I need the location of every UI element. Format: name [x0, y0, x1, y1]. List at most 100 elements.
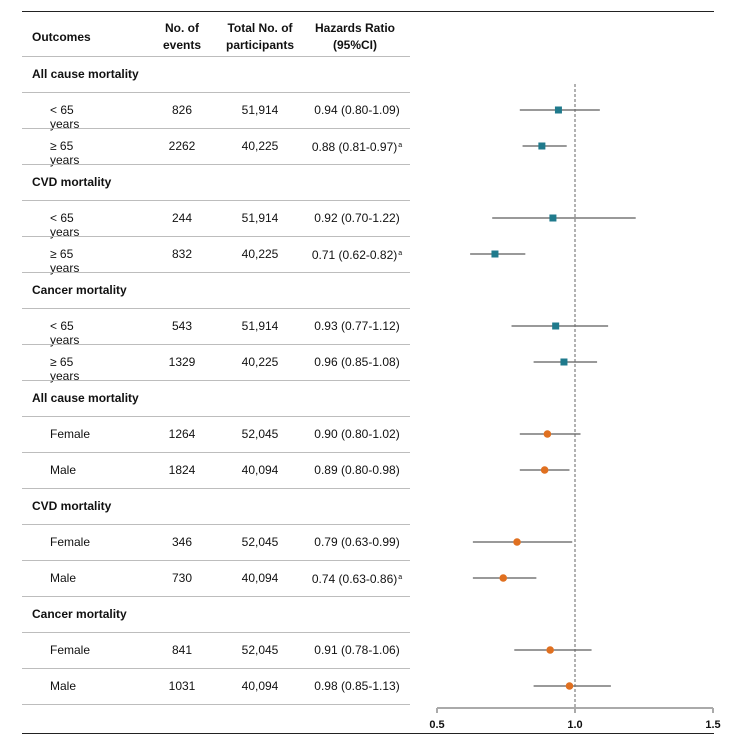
- hazard-ratio-text: 0.88 (0.81-0.97): [311, 140, 398, 154]
- hazard-ratio-cell: 0.74 (0.63-0.86)a: [298, 571, 416, 586]
- events-cell: 346: [171, 535, 193, 549]
- hazard-ratio-cell: 0.93 (0.77-1.12): [298, 319, 416, 333]
- estimate-dot: [513, 538, 521, 546]
- hazard-ratio-cell: 0.71 (0.62-0.82)a: [298, 247, 416, 262]
- participants-cell: 51,914: [241, 319, 279, 333]
- participants-cell: 52,045: [241, 427, 279, 441]
- row-divider: [22, 452, 410, 453]
- header-events-line1: No. of: [165, 21, 199, 35]
- participants-cell: 40,225: [241, 247, 279, 261]
- row-divider: [22, 668, 410, 669]
- hazard-ratio-cell: 0.90 (0.80-1.02): [298, 427, 416, 441]
- estimate-dot: [565, 682, 574, 690]
- estimate-square: [549, 214, 557, 222]
- row-label: < 65 years: [50, 319, 80, 347]
- header-hazard-ratio: Hazards Ratio (95%CI): [305, 20, 405, 54]
- row-divider: [22, 56, 410, 57]
- hazard-ratio-text: 0.91 (0.78-1.06): [314, 643, 400, 657]
- header-participants-line1: Total No. of: [227, 21, 293, 35]
- row-label: Female: [50, 427, 91, 441]
- row-label: ≥ 65 years: [50, 355, 80, 383]
- estimate-square: [552, 322, 560, 330]
- x-tick-label: 0.5: [429, 719, 444, 731]
- row-divider: [22, 560, 410, 561]
- group-label: CVD mortality: [32, 175, 112, 189]
- row-label: ≥ 65 years: [50, 247, 80, 275]
- header-participants-line2: participants: [225, 38, 294, 52]
- bottom-rule: [22, 733, 714, 734]
- row-label: < 65 years: [50, 211, 80, 239]
- header-hr-line2: (95%CI): [332, 38, 377, 52]
- header-participants: Total No. of participants: [222, 20, 298, 54]
- group-label: Cancer mortality: [32, 283, 127, 297]
- hazard-ratio-text: 0.89 (0.80-0.98): [314, 463, 400, 477]
- row-divider: [22, 272, 410, 273]
- header-events-line2: events: [162, 38, 202, 52]
- hazard-ratio-text: 0.92 (0.70-1.22): [314, 211, 400, 225]
- estimate-square: [554, 106, 562, 114]
- participants-cell: 40,094: [241, 463, 279, 477]
- row-label: < 65 years: [50, 103, 80, 131]
- events-cell: 826: [171, 103, 193, 117]
- hazard-ratio-text: 0.93 (0.77-1.12): [314, 319, 400, 333]
- estimate-square: [560, 358, 568, 366]
- row-divider: [22, 380, 410, 381]
- row-divider: [22, 488, 410, 489]
- estimate-square: [538, 142, 546, 150]
- participants-cell: 52,045: [241, 643, 279, 657]
- events-cell: 730: [171, 571, 193, 585]
- group-label: All cause mortality: [32, 67, 139, 81]
- estimate-square: [491, 250, 499, 258]
- row-divider: [22, 596, 410, 597]
- row-label: Male: [50, 571, 77, 585]
- events-cell: 244: [171, 211, 193, 225]
- estimate-dot: [546, 646, 554, 654]
- participants-cell: 52,045: [241, 535, 279, 549]
- row-label: Male: [50, 463, 77, 477]
- hazard-ratio-cell: 0.92 (0.70-1.22): [298, 211, 416, 225]
- hazard-ratio-cell: 0.91 (0.78-1.06): [298, 643, 416, 657]
- group-label: All cause mortality: [32, 391, 139, 405]
- events-cell: 1264: [168, 427, 196, 441]
- row-divider: [22, 128, 410, 129]
- row-divider: [22, 704, 410, 705]
- hazard-ratio-text: 0.90 (0.80-1.02): [314, 427, 400, 441]
- row-label: ≥ 65 years: [50, 139, 80, 167]
- row-divider: [22, 308, 410, 309]
- row-divider: [22, 200, 410, 201]
- row-divider: [22, 632, 410, 633]
- hazard-ratio-text: 0.96 (0.85-1.08): [314, 355, 400, 369]
- events-cell: 1824: [168, 463, 196, 477]
- hazard-ratio-cell: 0.89 (0.80-0.98): [298, 463, 416, 477]
- hazard-ratio-text: 0.98 (0.85-1.13): [314, 679, 400, 693]
- events-cell: 1031: [168, 679, 196, 693]
- group-label: CVD mortality: [32, 499, 112, 513]
- events-cell: 543: [171, 319, 193, 333]
- hazard-ratio-cell: 0.79 (0.63-0.99): [298, 535, 416, 549]
- x-tick-label: 1.5: [705, 719, 720, 731]
- header-outcomes: Outcomes: [32, 30, 91, 44]
- row-divider: [22, 524, 410, 525]
- footnote-marker: a: [398, 574, 403, 581]
- participants-cell: 40,094: [241, 571, 279, 585]
- row-divider: [22, 236, 410, 237]
- participants-cell: 51,914: [241, 211, 279, 225]
- hazard-ratio-text: 0.79 (0.63-0.99): [314, 535, 400, 549]
- row-label: Male: [50, 679, 77, 693]
- participants-cell: 40,225: [241, 139, 279, 153]
- estimate-dot: [540, 466, 549, 474]
- hazard-ratio-cell: 0.98 (0.85-1.13): [298, 679, 416, 693]
- estimate-dot: [543, 430, 552, 438]
- footnote-marker: a: [398, 250, 403, 257]
- row-divider: [22, 344, 410, 345]
- hazard-ratio-text: 0.71 (0.62-0.82): [311, 248, 398, 262]
- events-cell: 1329: [168, 355, 196, 369]
- hazard-ratio-cell: 0.96 (0.85-1.08): [298, 355, 416, 369]
- row-label: Female: [50, 535, 91, 549]
- hazard-ratio-cell: 0.88 (0.81-0.97)a: [298, 139, 416, 154]
- participants-cell: 40,225: [241, 355, 279, 369]
- footnote-marker: a: [398, 142, 403, 149]
- participants-cell: 40,094: [241, 679, 279, 693]
